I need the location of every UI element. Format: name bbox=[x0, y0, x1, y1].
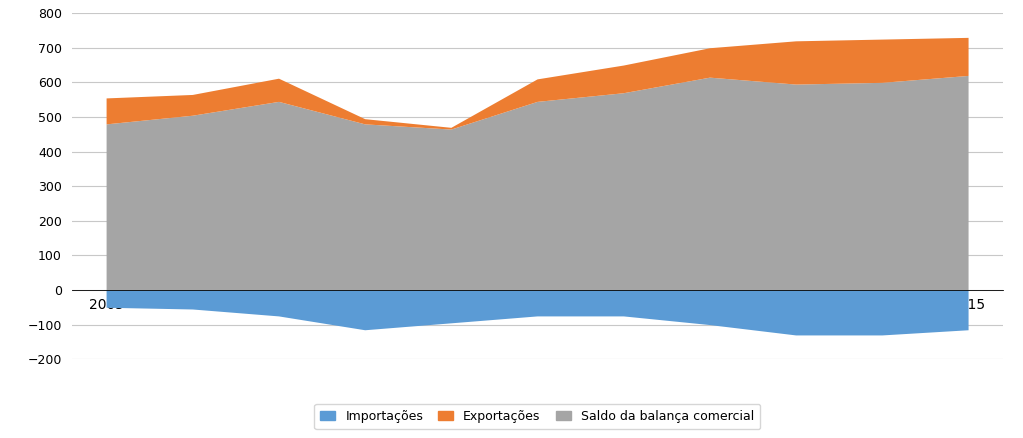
Legend: Importações, Exportações, Saldo da balança comercial: Importações, Exportações, Saldo da balan… bbox=[314, 403, 760, 429]
